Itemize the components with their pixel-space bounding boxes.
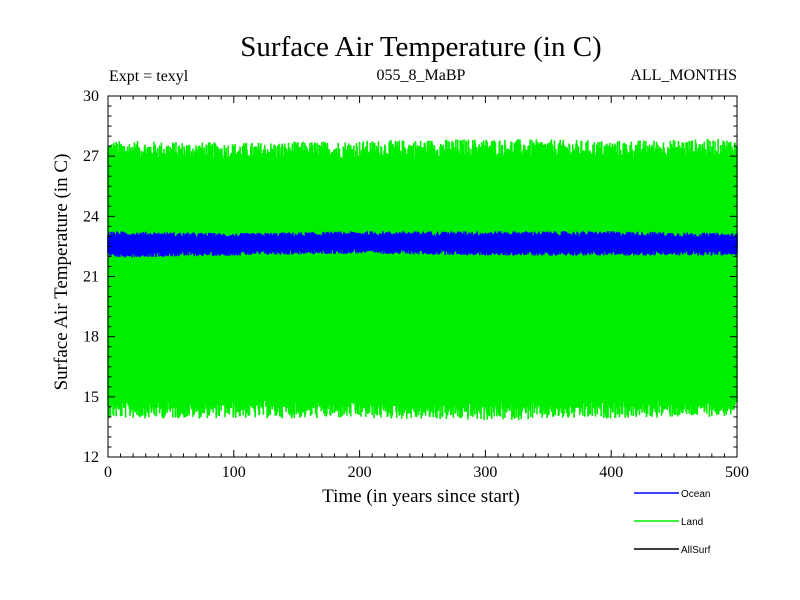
plot-area — [107, 138, 738, 421]
y-tick-label: 27 — [83, 148, 99, 165]
series-land — [107, 138, 738, 421]
y-tick-label: 21 — [83, 269, 99, 286]
y-tick-label: 30 — [83, 88, 99, 105]
chart-title: Surface Air Temperature (in C) — [240, 31, 601, 63]
axes: 0 100 200 300 400 500 12 15 18 21 24 27 30 — [83, 88, 749, 481]
x-tick-label: 200 — [348, 464, 372, 481]
series-ocean — [107, 231, 738, 258]
x-tick-label: 500 — [725, 464, 749, 481]
x-tick-label: 0 — [104, 464, 112, 481]
months-label: ALL_MONTHS — [630, 67, 737, 84]
x-tick-label: 100 — [222, 464, 246, 481]
x-axis-label: Time (in years since start) — [322, 486, 520, 507]
run-label: 055_8_MaBP — [377, 67, 466, 84]
y-tick-label: 12 — [83, 449, 99, 466]
y-axis-label: Surface Air Temperature (in C) — [51, 154, 72, 391]
legend: Ocean Land AllSurf — [634, 489, 711, 556]
x-tick-label: 400 — [599, 464, 623, 481]
legend-label-ocean: Ocean — [681, 489, 710, 500]
expt-label: Expt = texyl — [109, 68, 189, 85]
y-tick-label: 15 — [83, 389, 99, 406]
legend-label-land: Land — [681, 517, 703, 528]
y-tick-label: 18 — [83, 329, 99, 346]
x-tick-label: 300 — [473, 464, 497, 481]
legend-label-allsurf: AllSurf — [681, 545, 711, 556]
y-tick-label: 24 — [83, 208, 99, 225]
